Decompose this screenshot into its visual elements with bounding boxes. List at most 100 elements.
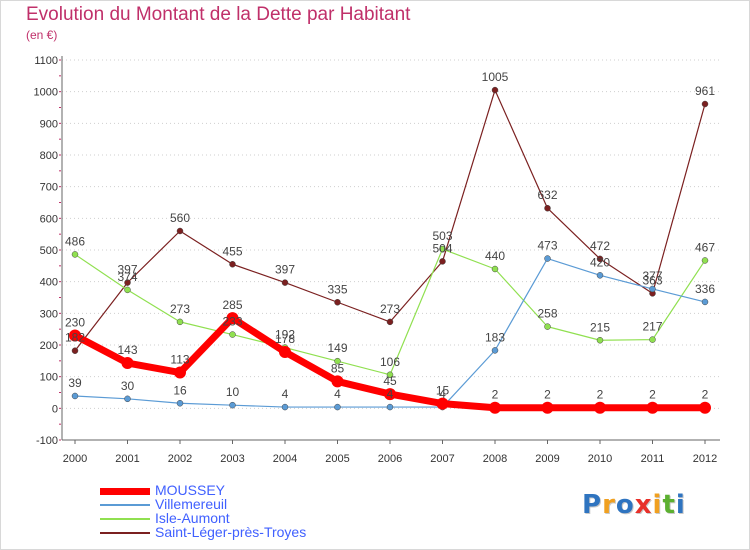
data-label-3: 472 [590,239,610,253]
data-point-0 [646,401,659,414]
data-label-0: 15 [436,384,450,398]
data-point-0 [489,401,501,414]
data-point-2 [124,286,131,294]
data-label-0: 113 [170,353,189,367]
data-point-0 [699,401,711,414]
data-label-0: 2 [649,388,656,402]
data-point-3 [281,279,289,286]
data-label-2: 467 [695,240,715,254]
brand-logo: Proxiti [582,490,686,520]
data-label-1: 4 [334,387,341,401]
data-point-0 [69,329,81,342]
data-label-3: 335 [327,282,347,296]
data-label-2: 503 [432,229,452,243]
legend-item-saint-leger: Saint-Léger-près-Troyes [100,524,400,540]
data-point-1 [176,400,184,407]
data-label-2: 440 [485,249,505,263]
legend-label-villemereuil: Villemereuil [155,496,228,512]
data-label-3: 1005 [482,70,509,84]
y-tick-label: 700 [40,182,58,194]
y-tick-label: 800 [40,150,58,162]
data-point-3 [71,347,79,354]
data-point-1 [386,403,394,411]
data-label-2: 233 [222,315,242,329]
data-label-0: 2 [492,388,499,402]
data-point-3 [544,204,551,212]
data-label-1: 183 [485,330,505,344]
data-labels: 182 397 560 455 397 335 273 504 1005 632 472 363 961… [65,70,715,402]
data-point-1 [281,403,289,411]
legend-item-moussey: MOUSSEY [100,482,400,498]
data-point-1 [71,392,79,400]
data-label-1: 473 [537,239,557,253]
y-tick-label: -100 [36,435,58,447]
data-point-0 [279,345,291,358]
data-point-3 [596,255,604,263]
data-point-0 [174,366,186,379]
x-tick-label: 2005 [325,453,349,465]
data-label-3: 961 [695,84,715,98]
y-tick-label: 600 [40,213,58,225]
data-point-0 [541,401,554,414]
y-tick-label: 0 [52,403,58,415]
data-point-3 [439,258,446,265]
y-tick-label: 1000 [34,87,58,99]
data-label-2: 374 [117,270,137,284]
data-point-1 [334,403,341,411]
data-point-2 [649,336,656,343]
legend-item-isle-aumont: Isle-Aumont [100,510,400,526]
legend-swatch-villemereuil [100,504,150,506]
data-label-1: 420 [590,255,610,269]
data-label-3: 273 [380,302,400,316]
data-point-2 [544,323,551,330]
x-tick-label: 2002 [168,453,192,465]
data-point-2 [596,337,604,344]
data-label-1: 10 [226,385,240,399]
chart-title: Evolution du Montant de la Dette par Hab… [26,4,411,25]
data-point-2 [334,357,341,365]
x-tick-label: 2004 [273,453,297,465]
data-point-3 [229,261,236,268]
data-point-2 [491,265,499,273]
data-label-3: 182 [65,331,85,345]
data-label-1: 4 [282,387,289,401]
data-label-3: 560 [170,211,190,225]
y-tick-label: 900 [40,118,58,130]
data-label-0: 2 [544,388,551,402]
x-tick-label: 2003 [220,453,244,465]
brand-letter: i [675,490,686,520]
brand-letter: t [662,490,676,520]
y-tick-label: 400 [40,277,58,289]
data-label-3: 397 [117,263,137,277]
data-point-0 [226,312,239,325]
data-label-1: 16 [173,383,187,397]
legend-label-moussey: MOUSSEY [155,482,226,498]
data-label-1: 4 [387,387,394,401]
x-tick-label: 2008 [483,453,507,465]
legend-swatch-isle-aumont [100,518,150,520]
data-label-2: 106 [380,355,400,369]
data-point-1 [596,272,604,279]
data-label-3: 397 [275,263,295,277]
data-label-1: 39 [68,376,82,390]
brand-letter: i [652,490,663,520]
brand-letter: o [615,490,635,520]
data-label-3: 632 [537,188,557,202]
x-tick-label: 2011 [641,453,665,465]
data-point-1 [544,255,551,262]
data-label-0: 2 [597,388,604,402]
data-point-2 [229,331,236,338]
data-point-2 [176,318,184,326]
data-point-1 [701,298,709,306]
x-tick-label: 2007 [430,453,454,465]
data-label-2: 273 [170,302,190,316]
data-label-2: 486 [65,234,85,248]
data-point-3 [701,100,709,108]
x-tick-label: 2010 [588,453,612,465]
legend: MOUSSEY Villemereuil Isle-Aumont Saint-L… [100,482,400,540]
data-point-1 [491,347,499,354]
x-tick-label: 2000 [63,453,87,465]
data-label-2: 217 [642,320,662,334]
legend-item-villemereuil: Villemereuil [100,496,400,512]
